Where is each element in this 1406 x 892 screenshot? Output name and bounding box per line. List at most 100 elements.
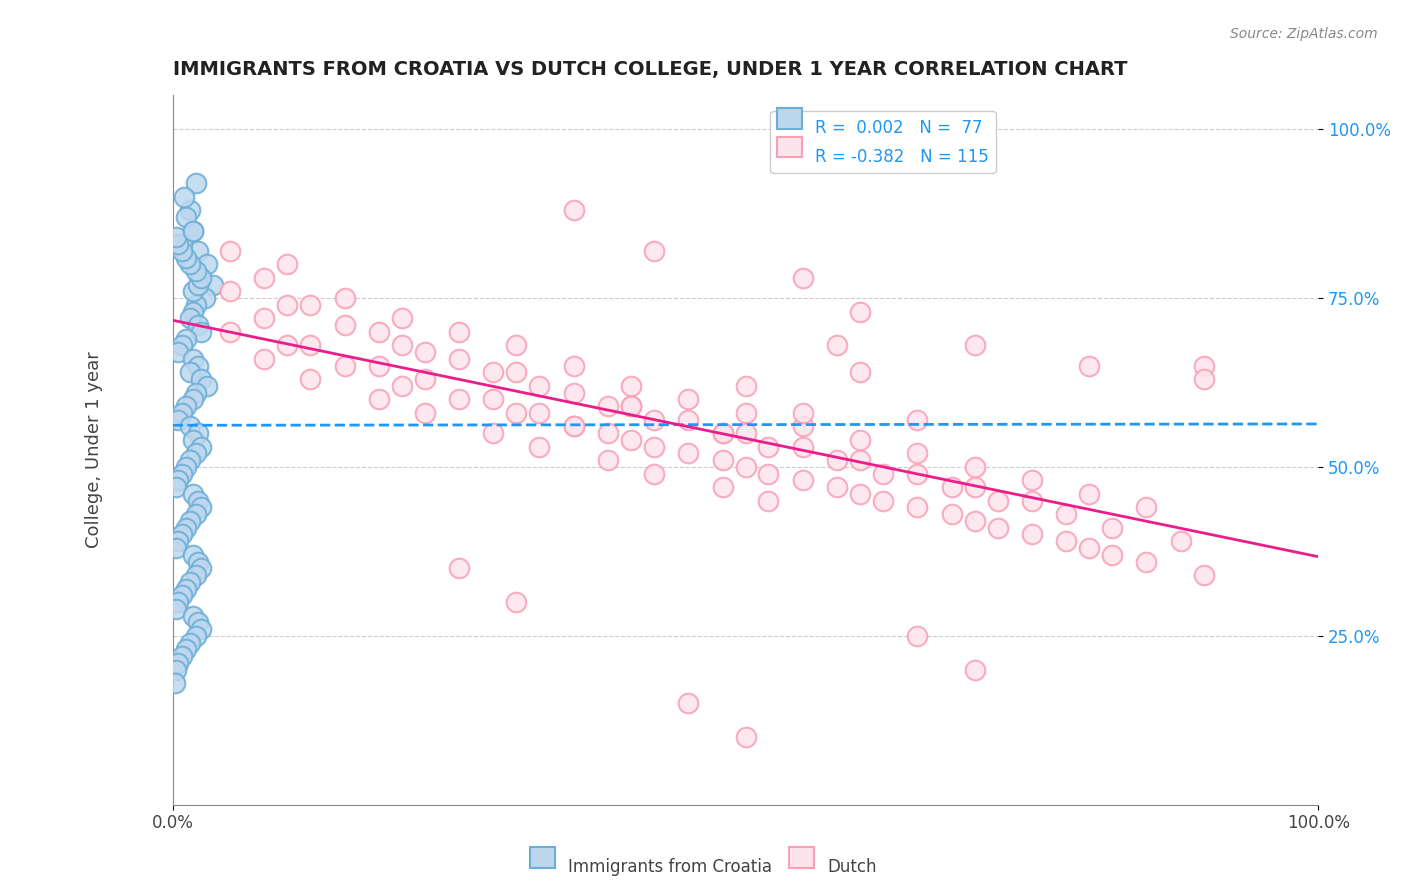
Point	[368, 392, 391, 407]
Point	[219, 244, 242, 258]
Point	[183, 304, 205, 318]
Point	[167, 412, 190, 426]
Point	[505, 338, 527, 352]
Point	[963, 480, 986, 494]
Point	[187, 359, 209, 373]
Point	[391, 311, 413, 326]
Point	[1021, 527, 1043, 541]
Point	[825, 338, 848, 352]
Point	[184, 176, 207, 190]
Point	[190, 325, 212, 339]
Point	[1135, 554, 1157, 568]
Point	[167, 534, 190, 549]
Point	[963, 663, 986, 677]
Point	[1078, 541, 1101, 555]
Point	[1101, 548, 1123, 562]
Point	[596, 453, 619, 467]
Point	[179, 203, 201, 218]
Point	[792, 406, 814, 420]
Point	[187, 493, 209, 508]
Point	[183, 223, 205, 237]
Point	[219, 325, 242, 339]
Point	[792, 419, 814, 434]
Point	[792, 474, 814, 488]
Point	[963, 338, 986, 352]
Point	[529, 406, 551, 420]
Point	[676, 412, 699, 426]
Point	[170, 338, 193, 352]
Point	[1192, 359, 1215, 373]
Point	[190, 622, 212, 636]
Point	[391, 379, 413, 393]
Point	[176, 210, 198, 224]
Point	[941, 480, 963, 494]
Point	[849, 304, 872, 318]
Point	[299, 338, 322, 352]
Point	[711, 480, 734, 494]
Point	[413, 406, 436, 420]
Point	[1078, 487, 1101, 501]
Point	[711, 426, 734, 441]
Point	[905, 412, 928, 426]
Point	[179, 453, 201, 467]
Point	[849, 487, 872, 501]
Point	[165, 541, 187, 555]
Point	[179, 311, 201, 326]
Text: Source: ZipAtlas.com: Source: ZipAtlas.com	[1230, 27, 1378, 41]
Point	[333, 359, 356, 373]
Point	[194, 291, 217, 305]
Point	[187, 554, 209, 568]
Point	[179, 635, 201, 649]
Point	[184, 568, 207, 582]
Point	[167, 595, 190, 609]
Point	[792, 440, 814, 454]
Point	[1054, 534, 1077, 549]
Point	[596, 399, 619, 413]
Point	[195, 379, 218, 393]
Point	[505, 365, 527, 379]
Point	[1135, 500, 1157, 515]
Point	[167, 345, 190, 359]
Point	[184, 385, 207, 400]
Point	[620, 433, 643, 447]
Point	[529, 440, 551, 454]
Point	[183, 223, 205, 237]
Point	[190, 372, 212, 386]
Point	[368, 325, 391, 339]
Point	[333, 291, 356, 305]
Point	[276, 338, 298, 352]
Point	[1192, 568, 1215, 582]
Point	[1101, 521, 1123, 535]
Point	[711, 453, 734, 467]
Point	[391, 338, 413, 352]
Point	[596, 426, 619, 441]
Point	[183, 487, 205, 501]
Point	[165, 663, 187, 677]
Point	[620, 399, 643, 413]
Y-axis label: College, Under 1 year: College, Under 1 year	[86, 351, 103, 549]
Point	[1021, 474, 1043, 488]
Point	[184, 264, 207, 278]
Point	[643, 440, 665, 454]
Point	[963, 459, 986, 474]
Point	[299, 298, 322, 312]
Point	[1021, 493, 1043, 508]
Point	[184, 629, 207, 643]
Point	[179, 514, 201, 528]
Point	[986, 521, 1008, 535]
Point	[170, 527, 193, 541]
Point	[187, 318, 209, 332]
Point	[676, 392, 699, 407]
Point	[482, 426, 505, 441]
Point	[449, 351, 471, 366]
Point	[905, 467, 928, 481]
Point	[176, 582, 198, 596]
Point	[183, 433, 205, 447]
Point	[183, 548, 205, 562]
Point	[179, 419, 201, 434]
Point	[986, 493, 1008, 508]
Point	[170, 467, 193, 481]
Legend: R =  0.002   N =  77, R = -0.382   N = 115: R = 0.002 N = 77, R = -0.382 N = 115	[770, 111, 995, 173]
Point	[176, 251, 198, 265]
Point	[170, 237, 193, 252]
